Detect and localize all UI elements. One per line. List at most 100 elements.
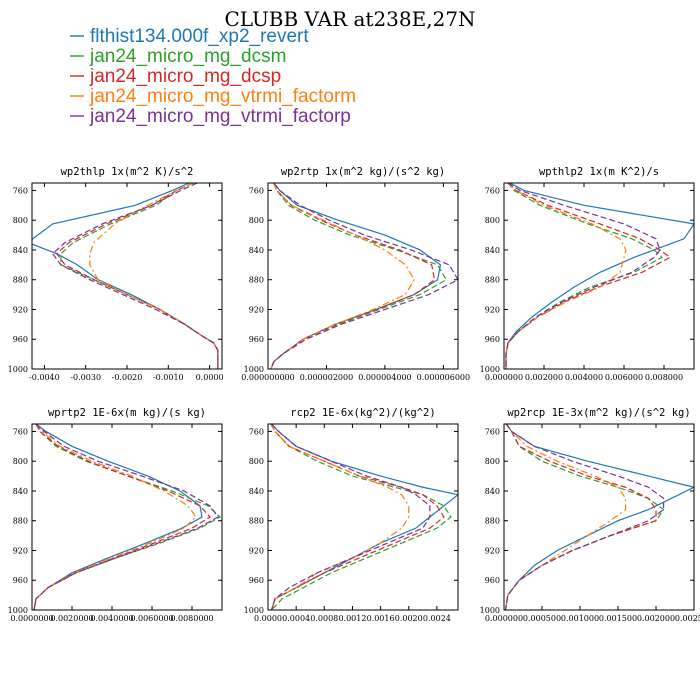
y-tick-label: 880 xyxy=(249,276,264,285)
y-tick-label: 800 xyxy=(13,457,28,466)
y-tick-label: 920 xyxy=(249,305,264,314)
panel-title: wprtp2 1E-6x(m kg)/(s kg) xyxy=(48,407,206,419)
subplot: wp2rtp 1x(m^2 kg)/(s^2 kg) 760 800 840 880 92… xyxy=(241,166,470,382)
y-tick-label: 960 xyxy=(13,335,28,344)
subplot: rcp2 1E-6x(kg^2)/(kg^2) 760 800 840 880 920 96… xyxy=(244,407,459,623)
panels: wp2thlp 1x(m^2 K)/s^2 760 800 840 880 920 960 1… xyxy=(8,166,700,623)
series-line xyxy=(270,183,442,369)
x-tick-label: 0.000004000 xyxy=(358,373,411,382)
y-tick-label: 840 xyxy=(485,487,500,496)
legend-label: jan24_micro_mg_dcsp xyxy=(89,66,281,87)
x-tick-label: 0.0000 xyxy=(196,373,224,382)
series-line xyxy=(33,424,222,610)
x-tick-label: 0.0000 xyxy=(254,614,282,623)
y-tick-label: 800 xyxy=(485,216,500,225)
x-tick-label: 0.0024 xyxy=(423,614,451,623)
series-line xyxy=(270,183,458,369)
y-tick-label: 1000 xyxy=(244,606,264,615)
y-tick-label: 840 xyxy=(249,246,264,255)
y-tick-label: 840 xyxy=(485,246,500,255)
series-group xyxy=(270,424,458,610)
y-tick-label: 760 xyxy=(485,186,500,195)
y-tick-label: 920 xyxy=(249,546,264,555)
series-line xyxy=(270,183,436,369)
legend-label: jan24_micro_mg_vtrmi_factorm xyxy=(89,86,356,107)
y-tick-label: 880 xyxy=(13,517,28,526)
x-tick-label: -0.0020 xyxy=(112,373,143,382)
series-group xyxy=(504,424,694,610)
series-line xyxy=(33,424,219,610)
series-line xyxy=(505,183,694,369)
x-tick-label: 0.0060000 xyxy=(130,614,173,623)
y-tick-label: 1000 xyxy=(480,606,500,615)
series-group xyxy=(505,183,694,369)
x-tick-label: -0.0030 xyxy=(70,373,101,382)
y-tick-label: 880 xyxy=(485,276,500,285)
x-tick-label: 0.004000 xyxy=(565,373,603,382)
y-tick-label: 760 xyxy=(249,427,264,436)
y-tick-label: 880 xyxy=(13,276,28,285)
y-tick-label: 960 xyxy=(13,576,28,585)
plot-frame xyxy=(503,423,695,611)
plot-frame xyxy=(503,182,695,370)
series-line xyxy=(504,424,627,610)
figure-title: CLUBB VAR at238E,27N xyxy=(224,7,475,31)
series-line xyxy=(270,424,445,610)
x-tick-label: -0.0040 xyxy=(29,373,60,382)
y-tick-label: 1000 xyxy=(8,606,28,615)
x-tick-label: 0.000006000 xyxy=(417,373,470,382)
subplot: wprtp2 1E-6x(m kg)/(s kg) 760 800 840 880 920… xyxy=(8,407,223,623)
y-tick-label: 920 xyxy=(13,305,28,314)
panel-title: wpthlp2 1x(m K^2)/s xyxy=(539,166,659,178)
y-tick-label: 800 xyxy=(13,216,28,225)
series-line xyxy=(270,424,452,610)
series-line xyxy=(60,183,219,369)
legend: flthist134.000f_xp2_revert jan24_micro_mg… xyxy=(70,26,356,127)
x-tick-label: 0.0040000 xyxy=(90,614,133,623)
series-line xyxy=(505,183,672,369)
x-tick-label: 0.002500 xyxy=(675,614,700,623)
y-tick-label: 960 xyxy=(249,335,264,344)
series-line xyxy=(270,424,431,610)
y-tick-label: 800 xyxy=(485,457,500,466)
y-tick-label: 760 xyxy=(485,427,500,436)
y-tick-label: 960 xyxy=(485,335,500,344)
series-line xyxy=(270,424,410,610)
series-line xyxy=(505,183,627,369)
y-tick-label: 1000 xyxy=(244,365,264,374)
panel-title: wp2thlp 1x(m^2 K)/s^2 xyxy=(61,166,194,178)
x-tick-label: 0.0008 xyxy=(310,614,338,623)
series-line xyxy=(55,183,219,369)
y-tick-label: 840 xyxy=(13,246,28,255)
series-line xyxy=(270,183,415,369)
y-tick-label: 800 xyxy=(249,457,264,466)
y-tick-label: 880 xyxy=(249,517,264,526)
y-tick-label: 920 xyxy=(485,546,500,555)
series-line xyxy=(32,183,219,369)
y-tick-label: 960 xyxy=(249,576,264,585)
x-tick-label: 0.000500 xyxy=(523,614,561,623)
x-tick-label: 0.008000 xyxy=(645,373,683,382)
legend-label: jan24_micro_mg_vtrmi_factorp xyxy=(89,106,351,127)
legend-item: jan24_micro_mg_vtrmi_factorm xyxy=(70,86,356,107)
x-tick-label: 0.0020000 xyxy=(50,614,93,623)
series-group xyxy=(270,183,458,369)
series-line xyxy=(504,424,657,610)
plot-frame xyxy=(267,423,459,611)
x-tick-label: 0.006000 xyxy=(605,373,643,382)
series-group xyxy=(33,424,222,610)
x-tick-label: 0.0000000 xyxy=(10,614,53,623)
subplot: wpthlp2 1x(m K^2)/s 760 800 840 880 920 960 100… xyxy=(480,166,695,382)
plot-frame xyxy=(31,182,223,370)
y-tick-label: 800 xyxy=(249,216,264,225)
x-tick-label: 0.000000000 xyxy=(241,373,294,382)
legend-item: flthist134.000f_xp2_revert xyxy=(70,26,309,47)
x-tick-label: 0.000000 xyxy=(485,373,523,382)
y-tick-label: 880 xyxy=(485,517,500,526)
series-line xyxy=(270,183,448,369)
panel-title: wp2rcp 1E-3x(m^2 kg)/(s^2 kg) xyxy=(507,407,690,419)
subplot: wp2thlp 1x(m^2 K)/s^2 760 800 840 880 920 960 1… xyxy=(8,166,224,382)
x-tick-label: 0.000002000 xyxy=(300,373,353,382)
panel-title: rcp2 1E-6x(kg^2)/(kg^2) xyxy=(290,407,435,419)
subplot: wp2rcp 1E-3x(m^2 kg)/(s^2 kg) 760 800 840 88… xyxy=(480,407,700,623)
